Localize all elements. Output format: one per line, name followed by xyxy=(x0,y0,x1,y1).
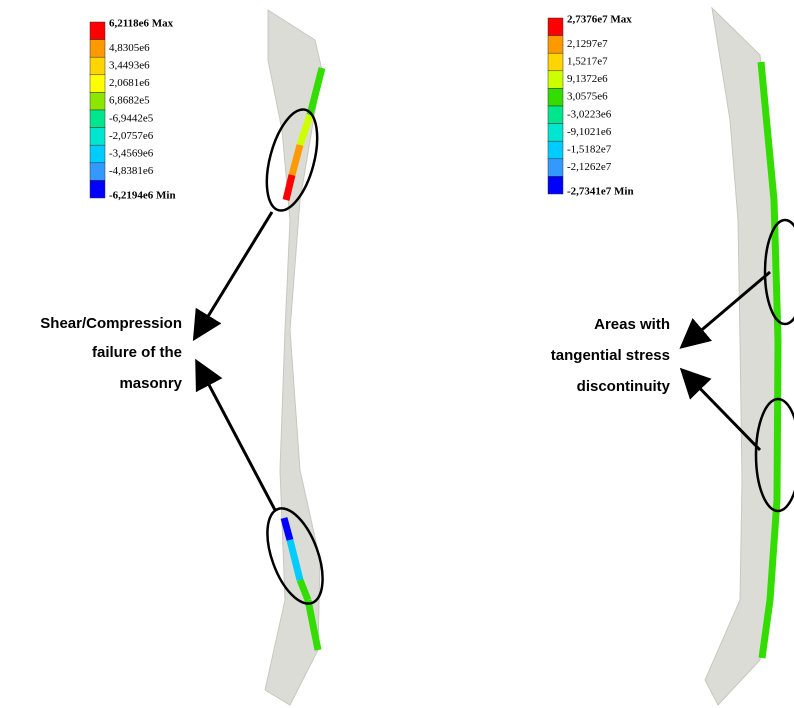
legend-swatch xyxy=(548,88,563,106)
annotation: Shear/Compression xyxy=(40,315,182,332)
legend-swatch xyxy=(90,145,105,163)
legend-label: 4,8305e6 xyxy=(109,42,150,54)
legend-label: -3,0223e6 xyxy=(567,108,612,120)
legend-swatch xyxy=(90,180,105,198)
legend-label: 3,0575e6 xyxy=(567,91,608,103)
legend-swatch xyxy=(548,124,563,142)
figure: Shear/Compression failure of the masonry… xyxy=(0,0,794,708)
legend-swatch xyxy=(548,176,563,194)
legend-label: -2,7341e7 Min xyxy=(567,186,634,198)
annotation: masonry xyxy=(119,375,182,392)
legend-label: -9,1021e6 xyxy=(567,126,612,138)
legend-label: 9,1372e6 xyxy=(567,73,608,85)
legend-label: 2,0681e6 xyxy=(109,77,150,89)
annotation: tangential stress xyxy=(551,347,670,364)
legend-label: -6,2194e6 Min xyxy=(109,190,176,202)
legend-swatch xyxy=(548,53,563,71)
legend-label: -2,0757e6 xyxy=(109,130,154,142)
arrow xyxy=(198,364,275,510)
legend-label: 6,8682e5 xyxy=(109,95,150,107)
legend-label: -3,4569e6 xyxy=(109,148,154,160)
annotation: discontinuity xyxy=(577,378,671,395)
arrow xyxy=(196,212,272,336)
legend-swatch xyxy=(90,110,105,128)
legend-swatch xyxy=(90,75,105,93)
legend-swatch xyxy=(90,22,105,40)
legend-label: 3,4493e6 xyxy=(109,60,150,72)
legend-label: -4,8381e6 xyxy=(109,165,154,177)
legend-label: 2,7376e7 Max xyxy=(567,14,632,26)
annotation: Areas with xyxy=(594,316,670,333)
legend-swatch xyxy=(548,159,563,177)
legend-label: -2,1262e7 xyxy=(567,161,612,173)
legend-label: 1,5217e7 xyxy=(567,56,608,68)
legend-swatch xyxy=(548,36,563,54)
legend-swatch xyxy=(548,141,563,159)
legend-label: 6,2118e6 Max xyxy=(109,18,174,30)
legend-swatch xyxy=(90,40,105,58)
legend-label: -6,9442e5 xyxy=(109,112,154,124)
legend-label: 2,1297e7 xyxy=(567,38,608,50)
annotation: failure of the xyxy=(92,344,182,361)
legend-swatch xyxy=(548,106,563,124)
legend-swatch xyxy=(90,57,105,75)
stress-strips xyxy=(284,62,778,658)
legend-label: -1,5182e7 xyxy=(567,144,612,156)
legend-swatch xyxy=(548,71,563,89)
legend-swatch xyxy=(90,92,105,110)
legend-swatch xyxy=(548,18,563,36)
legend-swatch xyxy=(90,128,105,146)
legend-swatch xyxy=(90,163,105,181)
